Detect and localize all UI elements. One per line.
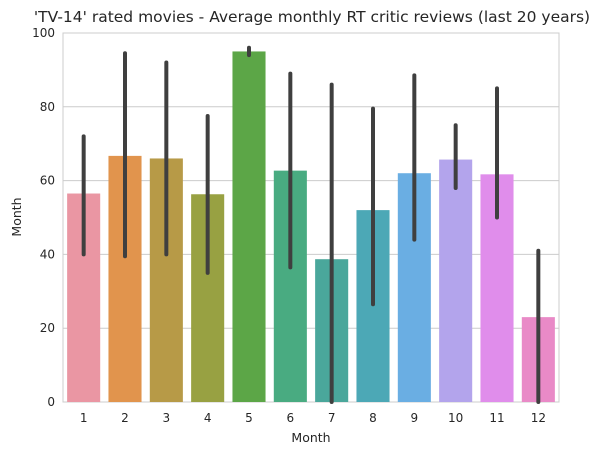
x-tick-label: 8 [369,411,377,425]
y-tick-label: 100 [32,26,55,40]
x-tick-label: 10 [448,411,463,425]
error-bars [81,45,541,404]
x-tick-label: 12 [531,411,546,425]
x-tick-label: 6 [287,411,295,425]
y-tick-label: 80 [40,100,55,114]
x-tick-label: 5 [245,411,253,425]
y-tick-label: 0 [47,395,55,409]
y-tick-labels: 0 20 40 60 80 100 [32,26,55,409]
x-tick-label: 2 [121,411,129,425]
y-tick-label: 20 [40,321,55,335]
grid-lines [63,32,559,403]
x-tick-label: 11 [489,411,504,425]
x-axis-label: Month [291,430,330,445]
y-tick-label: 40 [40,247,55,261]
chart-title: 'TV-14' rated movies - Average monthly R… [34,8,590,26]
x-tick-label: 1 [80,411,88,425]
y-axis-label: Month [9,197,24,236]
x-tick-label: 3 [163,411,171,425]
bar [439,159,473,402]
y-tick-label: 60 [40,174,55,188]
x-tick-label: 4 [204,411,212,425]
bar [232,51,266,402]
x-tick-label: 7 [328,411,336,425]
x-tick-label: 9 [411,411,419,425]
plot-area [62,32,560,403]
x-tick-labels: 1 2 3 4 5 6 7 8 9 10 11 12 [80,411,546,425]
